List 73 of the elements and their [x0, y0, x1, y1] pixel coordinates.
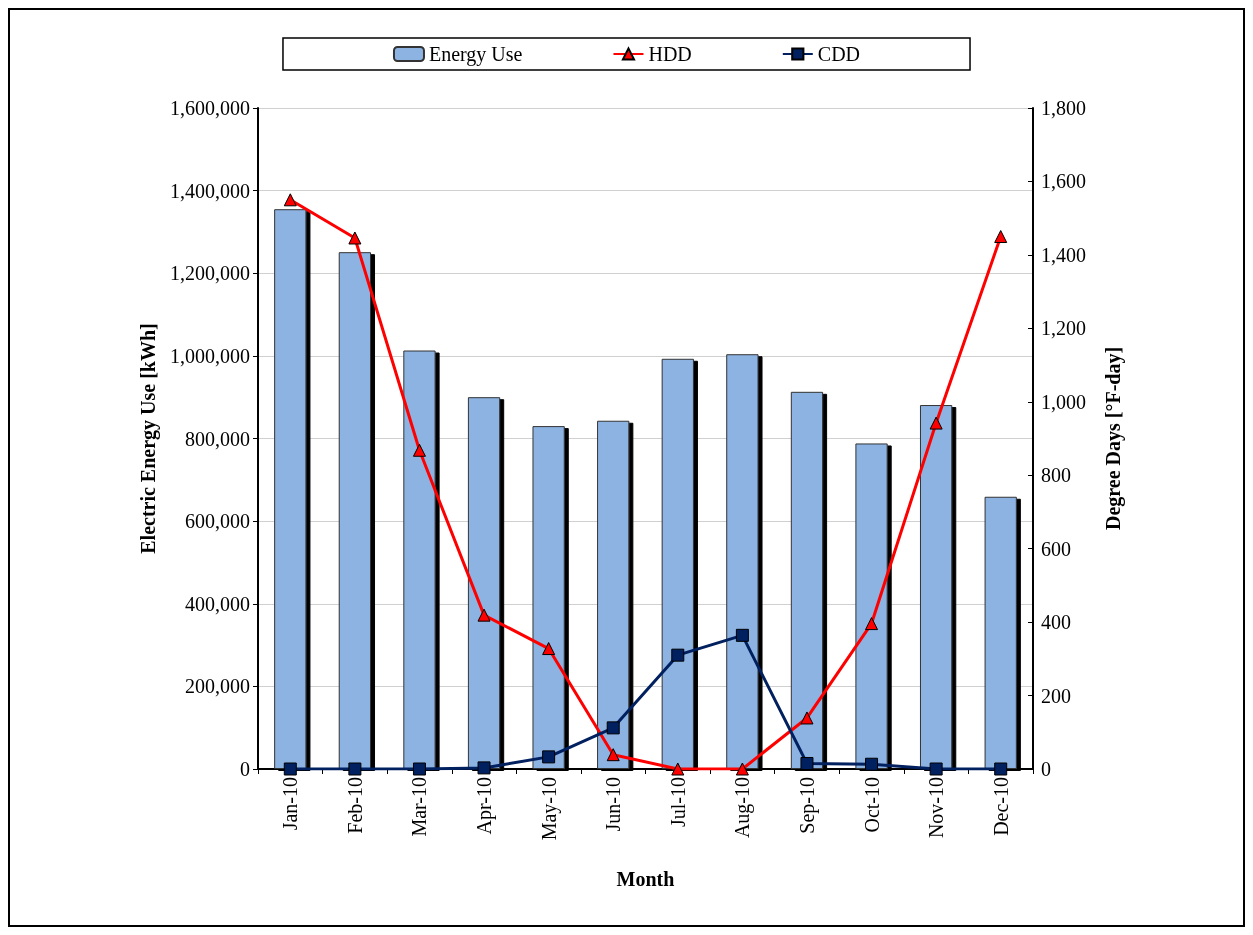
point: [542, 642, 556, 656]
bar: [984, 496, 1017, 769]
y2-tick-label: 1,000: [1041, 390, 1086, 413]
x-tick-label: Mar-10: [408, 777, 431, 837]
point: [412, 443, 426, 457]
x-tick-label: Feb-10: [343, 777, 366, 834]
x-tick-label: May-10: [537, 777, 561, 841]
bar: [274, 209, 307, 769]
y2-axis-title: Degree Days [°F-day]: [1102, 346, 1125, 531]
point: [735, 628, 749, 642]
y-tick-label: 200,000: [185, 675, 250, 698]
y2-tick-label: 1,800: [1041, 97, 1086, 119]
point: [606, 721, 620, 735]
x-tick-label: Dec-10: [989, 777, 1012, 836]
y2-tick-label: 400: [1041, 611, 1071, 634]
x-tick-label: Aug-10: [731, 777, 755, 839]
bar: [790, 391, 824, 769]
y2-tick-label: 200: [1041, 684, 1071, 707]
point: [477, 608, 491, 622]
y-tick-label: 1,600,000: [170, 97, 250, 119]
bar: [726, 354, 759, 769]
legend-label: CDD: [817, 43, 861, 65]
point: [994, 762, 1008, 776]
point: [283, 193, 297, 207]
y2-tick-label: 600: [1041, 537, 1071, 560]
point: [348, 762, 362, 776]
x-axis-title: Month: [616, 868, 675, 890]
point: [865, 617, 879, 631]
y2-tick-label: 0: [1041, 758, 1051, 780]
point: [929, 416, 943, 430]
y2-tick-label: 1,200: [1041, 317, 1086, 340]
x-tick-label: Jan-10: [279, 777, 302, 831]
y2-tick-label: 1,400: [1041, 243, 1086, 266]
x-tick-label: Jun-10: [602, 777, 625, 832]
y-tick-label: 400,000: [185, 592, 250, 615]
x-tick-label: Oct-10: [860, 777, 883, 833]
point: [671, 648, 685, 662]
bar: [467, 397, 501, 769]
bar: [403, 350, 436, 769]
bar: [661, 358, 694, 769]
y2-tick-label: 1,600: [1041, 170, 1086, 193]
point: [800, 756, 814, 770]
y-tick-label: 600,000: [185, 510, 250, 533]
point: [800, 711, 814, 725]
bar: [597, 420, 630, 769]
point: [865, 757, 879, 771]
point: [671, 762, 685, 776]
bar: [532, 426, 565, 769]
bar: [338, 252, 372, 769]
bar: [855, 443, 888, 769]
x-tick-label: Nov-10: [925, 777, 948, 839]
y-axis-title: Electric Energy Use [kWh]: [137, 323, 160, 554]
x-tick-label: Apr-10: [473, 777, 497, 835]
y-tick-label: 800,000: [185, 427, 250, 450]
y2-tick-label: 800: [1041, 464, 1071, 487]
point: [994, 230, 1008, 244]
point: [412, 762, 426, 776]
point: [542, 750, 556, 764]
y-tick-label: 1,000,000: [170, 344, 250, 367]
point: [929, 762, 943, 776]
legend-label: HDD: [648, 43, 692, 65]
bar: [919, 405, 953, 769]
point: [735, 762, 749, 776]
x-tick-label: Jul-10: [666, 777, 689, 827]
x-tick-label: Sep-10: [795, 777, 819, 834]
y-tick-label: 1,200,000: [170, 262, 250, 285]
legend-label: Energy Use: [428, 43, 523, 66]
y-tick-label: 1,400,000: [170, 179, 250, 202]
y-tick-label: 0: [240, 758, 250, 780]
point: [348, 231, 362, 245]
point: [283, 762, 297, 776]
point: [477, 761, 491, 775]
point: [606, 748, 620, 762]
